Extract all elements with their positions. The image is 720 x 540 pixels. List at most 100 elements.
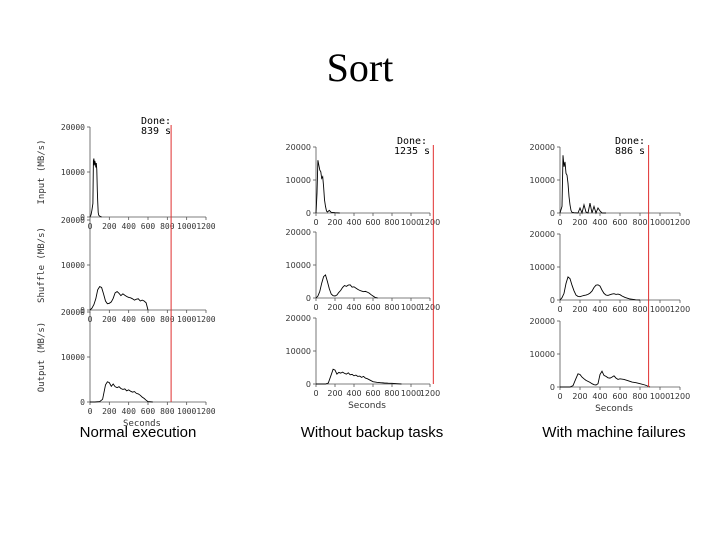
x-tick-label: 400	[592, 392, 607, 401]
y-tick-label: 0	[80, 398, 85, 407]
x-tick-label: 600	[612, 218, 627, 227]
x-tick-label: 1000	[401, 303, 421, 312]
x-tick-label: 600	[612, 305, 627, 314]
caption-normal-execution: Normal execution	[79, 424, 197, 441]
y-tick-label: 10000	[286, 347, 311, 356]
x-tick-label: 800	[632, 305, 647, 314]
x-tick-label: 800	[160, 315, 175, 324]
x-tick-label: 0	[313, 218, 318, 227]
x-tick-label: 600	[612, 392, 627, 401]
x-tick-label: 1200	[420, 389, 440, 398]
x-tick-label: 800	[384, 303, 399, 312]
x-tick-label: 600	[365, 303, 380, 312]
x-axis-title: Seconds	[595, 404, 633, 414]
y-tick-label: 20000	[530, 230, 555, 239]
caption-with-machine-failures: With machine failures	[542, 424, 686, 441]
y-axis-label: Input (MB/s)	[37, 139, 47, 204]
done-time: 1235 s	[394, 146, 430, 157]
y-axis-label: Output (MB/s)	[37, 322, 47, 392]
x-tick-label: 600	[365, 218, 380, 227]
x-tick-label: 800	[160, 407, 175, 416]
y-tick-label: 20000	[530, 317, 555, 326]
x-tick-label: 400	[592, 218, 607, 227]
x-tick-label: 1000	[177, 222, 196, 231]
x-tick-label: 1000	[650, 218, 670, 227]
x-tick-label: 1000	[177, 407, 196, 416]
y-tick-label: 10000	[286, 261, 311, 270]
x-axis-title: Seconds	[348, 401, 386, 411]
x-tick-label: 600	[141, 407, 156, 416]
x-tick-label: 0	[557, 305, 562, 314]
x-tick-label: 800	[384, 389, 399, 398]
x-tick-label: 600	[141, 315, 156, 324]
slide-title: Sort	[326, 45, 394, 90]
y-axis-label: Shuffle (MB/s)	[37, 227, 47, 303]
y-tick-label: 0	[306, 209, 311, 218]
chart-normal-execution: 01000020000020040060080010001200Input (M…	[37, 116, 216, 429]
x-tick-label: 1000	[650, 305, 670, 314]
x-tick-label: 400	[346, 218, 361, 227]
y-tick-label: 20000	[286, 143, 311, 152]
done-time: 839 s	[141, 126, 171, 137]
x-tick-label: 1000	[401, 389, 421, 398]
y-tick-label: 0	[80, 306, 85, 315]
x-tick-label: 800	[384, 218, 399, 227]
x-tick-label: 200	[327, 303, 342, 312]
x-tick-label: 1200	[670, 305, 690, 314]
x-tick-label: 0	[313, 389, 318, 398]
x-tick-label: 1000	[401, 218, 421, 227]
y-tick-label: 10000	[61, 168, 85, 177]
x-tick-label: 400	[121, 222, 136, 231]
x-tick-label: 1200	[196, 222, 215, 231]
y-tick-label: 10000	[61, 261, 85, 270]
y-tick-label: 0	[550, 383, 555, 392]
x-tick-label: 0	[557, 392, 562, 401]
x-tick-label: 1200	[196, 407, 215, 416]
x-tick-label: 200	[572, 305, 587, 314]
caption-without-backup-tasks: Without backup tasks	[300, 424, 444, 441]
series-line-panel-2	[559, 276, 641, 301]
done-label: Done:	[615, 136, 645, 147]
x-tick-label: 0	[88, 407, 93, 416]
y-tick-label: 20000	[286, 228, 311, 237]
x-tick-label: 800	[632, 218, 647, 227]
x-tick-label: 400	[346, 389, 361, 398]
x-tick-label: 1000	[177, 315, 196, 324]
y-tick-label: 10000	[530, 350, 555, 359]
x-tick-label: 200	[327, 218, 342, 227]
y-tick-label: 0	[80, 213, 85, 222]
x-tick-label: 600	[365, 389, 380, 398]
x-tick-label: 200	[102, 407, 117, 416]
series-line-panel-2	[89, 286, 149, 311]
x-tick-label: 0	[313, 303, 318, 312]
x-tick-label: 400	[346, 303, 361, 312]
x-tick-label: 1200	[420, 303, 440, 312]
y-tick-label: 0	[306, 294, 311, 303]
x-tick-label: 200	[102, 222, 117, 231]
x-tick-label: 400	[121, 407, 136, 416]
series-line-panel-3	[560, 370, 651, 388]
x-tick-label: 200	[327, 389, 342, 398]
x-tick-label: 800	[160, 222, 175, 231]
series-line-panel-3	[90, 381, 153, 403]
series-line-panel-1	[315, 160, 340, 214]
y-tick-label: 10000	[530, 176, 555, 185]
y-tick-label: 0	[550, 209, 555, 218]
series-line-panel-1	[559, 155, 606, 215]
x-tick-label: 800	[632, 392, 647, 401]
y-tick-label: 20000	[61, 308, 85, 317]
y-tick-label: 0	[550, 296, 555, 305]
x-tick-label: 200	[102, 315, 117, 324]
series-line-panel-3	[316, 368, 402, 385]
x-tick-label: 1200	[670, 218, 690, 227]
y-tick-label: 0	[306, 380, 311, 389]
x-tick-label: 1200	[196, 315, 215, 324]
x-tick-label: 1200	[420, 218, 440, 227]
x-tick-label: 1200	[670, 392, 690, 401]
y-tick-label: 10000	[61, 353, 85, 362]
done-label: Done:	[141, 116, 171, 127]
y-tick-label: 20000	[61, 123, 85, 132]
x-tick-label: 200	[572, 218, 587, 227]
